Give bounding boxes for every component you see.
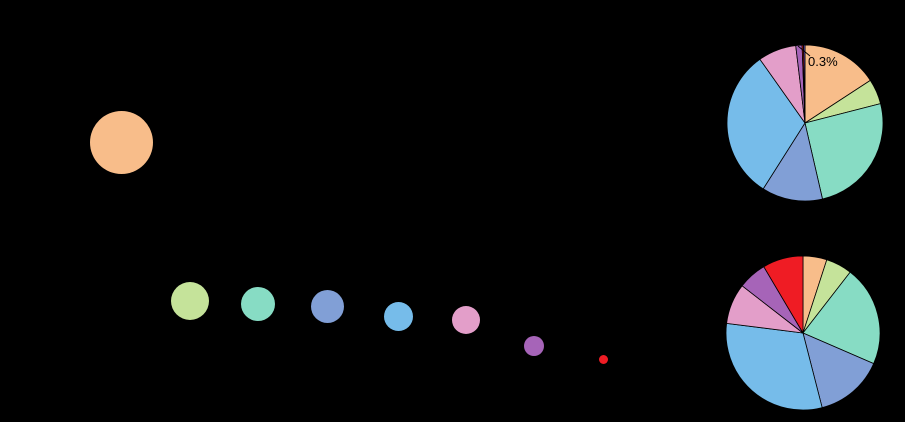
- pie-slice: [726, 58, 806, 190]
- pie-chart-bottom: [723, 253, 883, 413]
- pie-chart-top: 0.3%: [724, 42, 886, 204]
- pie-percent-label: 0.3%: [808, 54, 838, 69]
- pie-slice: [802, 271, 881, 365]
- legend-bubble: [89, 110, 153, 174]
- legend-bubble: [310, 289, 344, 323]
- pie-slice: [804, 103, 884, 200]
- legend-bubble: [598, 354, 608, 364]
- pie-slice: [725, 322, 823, 411]
- legend-bubble: [452, 306, 480, 334]
- pie-slice: [803, 44, 806, 124]
- legend-bubble: [524, 336, 544, 356]
- pie-slice: [762, 121, 823, 202]
- pie-svg: [726, 44, 884, 202]
- pie-slice: [804, 44, 871, 124]
- pie-slice: [802, 332, 875, 409]
- annotation-leader-line: [797, 45, 811, 57]
- legend-bubble: [241, 287, 275, 321]
- pie-svg: [725, 255, 881, 411]
- legend-bubble: [171, 282, 209, 320]
- pie-slice: [763, 255, 804, 335]
- legend-bubble: [383, 301, 413, 331]
